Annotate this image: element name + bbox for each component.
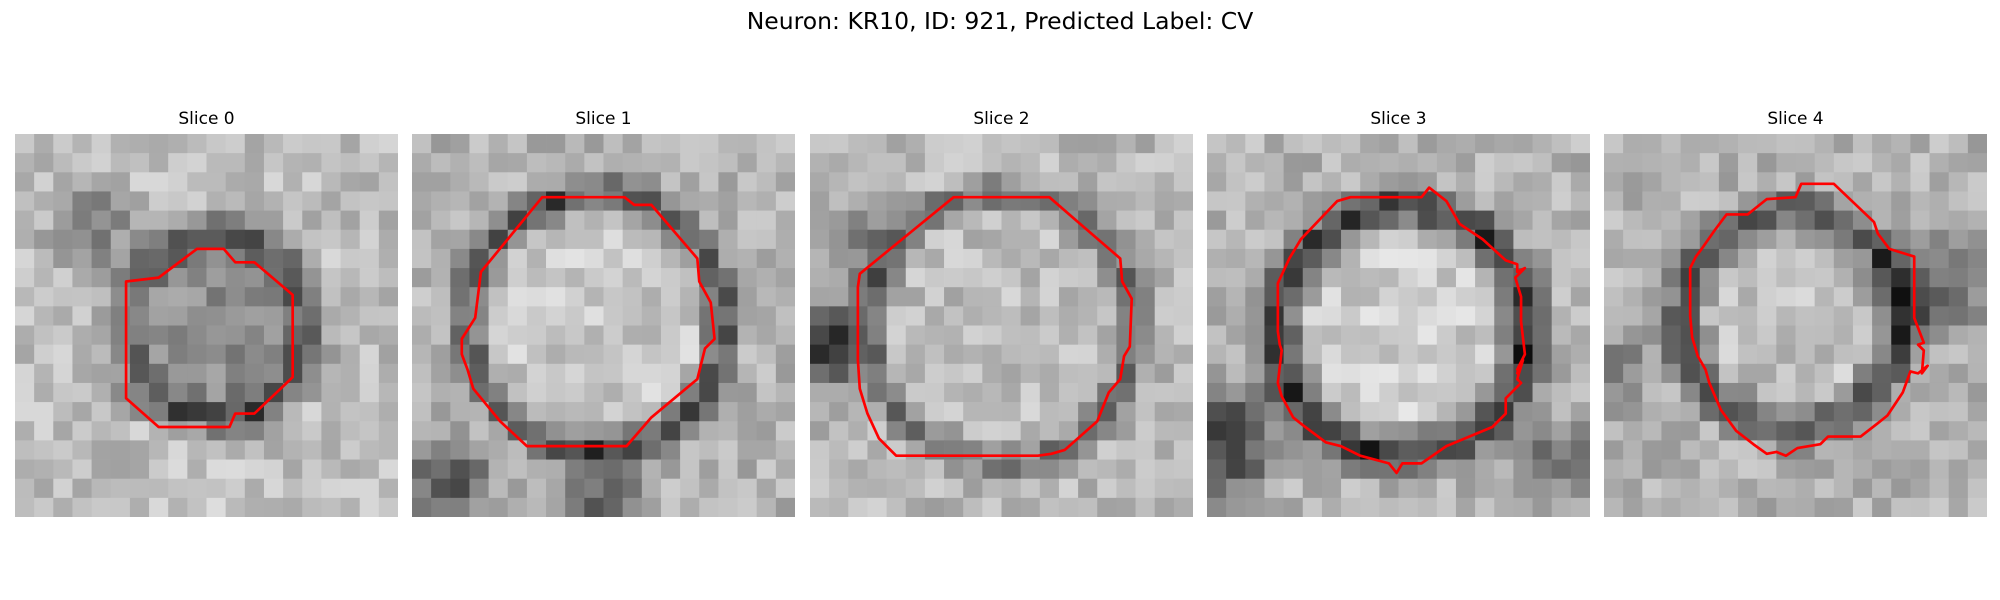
slice-image xyxy=(15,134,398,517)
slice-panel-4: Slice 4 xyxy=(1604,108,1987,130)
slice-image xyxy=(412,134,795,517)
slice-title: Slice 4 xyxy=(1604,108,1987,130)
slice-panel-0: Slice 0 xyxy=(15,108,398,130)
slice-panel-3: Slice 3 xyxy=(1207,108,1590,130)
slice-image xyxy=(810,134,1193,517)
slice-image xyxy=(1207,134,1590,517)
slice-panel-2: Slice 2 xyxy=(810,108,1193,130)
slice-panel-1: Slice 1 xyxy=(412,108,795,130)
slice-title: Slice 1 xyxy=(412,108,795,130)
slice-title: Slice 0 xyxy=(15,108,398,130)
slice-title: Slice 2 xyxy=(810,108,1193,130)
slice-title: Slice 3 xyxy=(1207,108,1590,130)
slice-image xyxy=(1604,134,1987,517)
figure-title: Neuron: KR10, ID: 921, Predicted Label: … xyxy=(0,7,2000,35)
